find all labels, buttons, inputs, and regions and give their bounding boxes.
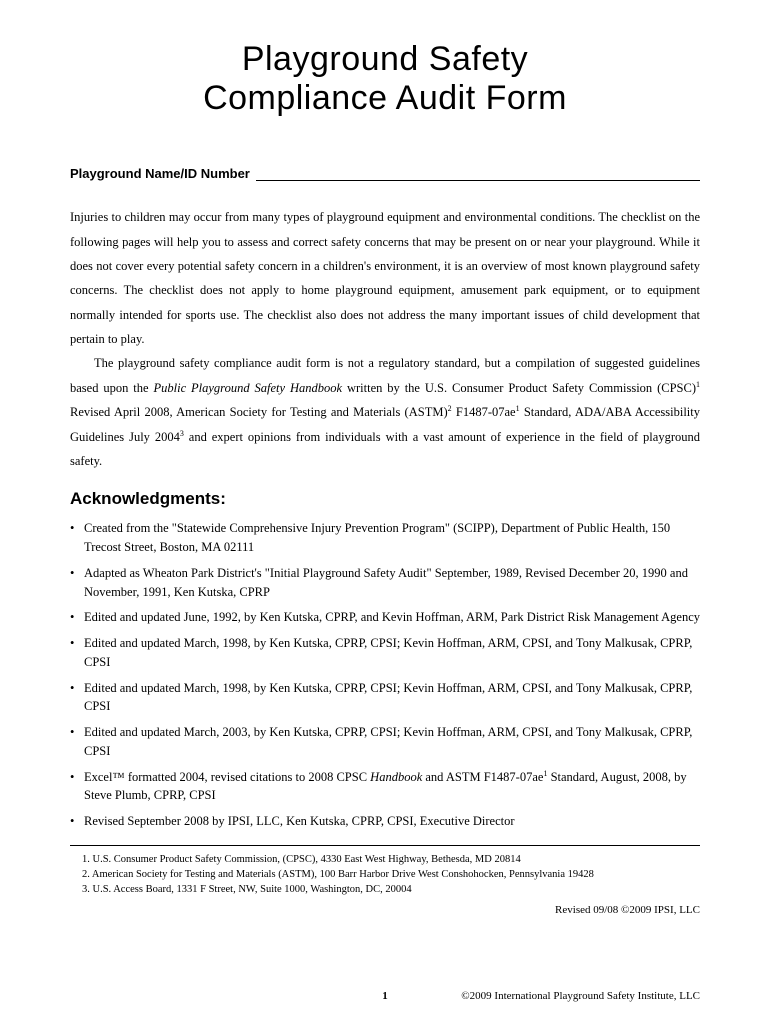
page-footer: 1 ©2009 International Playground Safety …	[70, 990, 700, 1002]
title-line-2: Compliance Audit Form	[203, 79, 567, 117]
playground-id-input-line[interactable]	[256, 167, 700, 181]
ack-item: Edited and updated March, 2003, by Ken K…	[70, 723, 700, 761]
intro-paragraph-2: The playground safety compliance audit f…	[70, 351, 700, 473]
playground-id-field: Playground Name/ID Number	[70, 166, 700, 181]
revised-notice: Revised 09/08 ©2009 IPSI, LLC	[70, 904, 700, 916]
ack-item: Excel™ formatted 2004, revised citations…	[70, 768, 700, 806]
ack-item: Adapted as Wheaton Park District's "Init…	[70, 564, 700, 602]
footer-copyright: ©2009 International Playground Safety In…	[461, 990, 700, 1002]
playground-id-label: Playground Name/ID Number	[70, 166, 250, 181]
ack-item: Revised September 2008 by IPSI, LLC, Ken…	[70, 812, 700, 831]
ack-item: Created from the "Statewide Comprehensiv…	[70, 519, 700, 557]
ack-item: Edited and updated March, 1998, by Ken K…	[70, 679, 700, 717]
title-line-1: Playground Safety	[242, 40, 528, 78]
footnote-1: 1. U.S. Consumer Product Safety Commissi…	[70, 852, 700, 867]
intro-paragraph-1: Injuries to children may occur from many…	[70, 205, 700, 351]
ack-item: Edited and updated June, 1992, by Ken Ku…	[70, 608, 700, 627]
footnote-divider	[70, 845, 700, 846]
footnote-2: 2. American Society for Testing and Mate…	[70, 867, 700, 882]
document-title: Playground Safety Compliance Audit Form	[70, 40, 700, 118]
acknowledgments-heading: Acknowledgments:	[70, 489, 700, 509]
page-number: 1	[382, 990, 388, 1002]
ack-item: Edited and updated March, 1998, by Ken K…	[70, 634, 700, 672]
footnote-3: 3. U.S. Access Board, 1331 F Street, NW,…	[70, 882, 700, 897]
acknowledgments-list: Created from the "Statewide Comprehensiv…	[70, 519, 700, 831]
